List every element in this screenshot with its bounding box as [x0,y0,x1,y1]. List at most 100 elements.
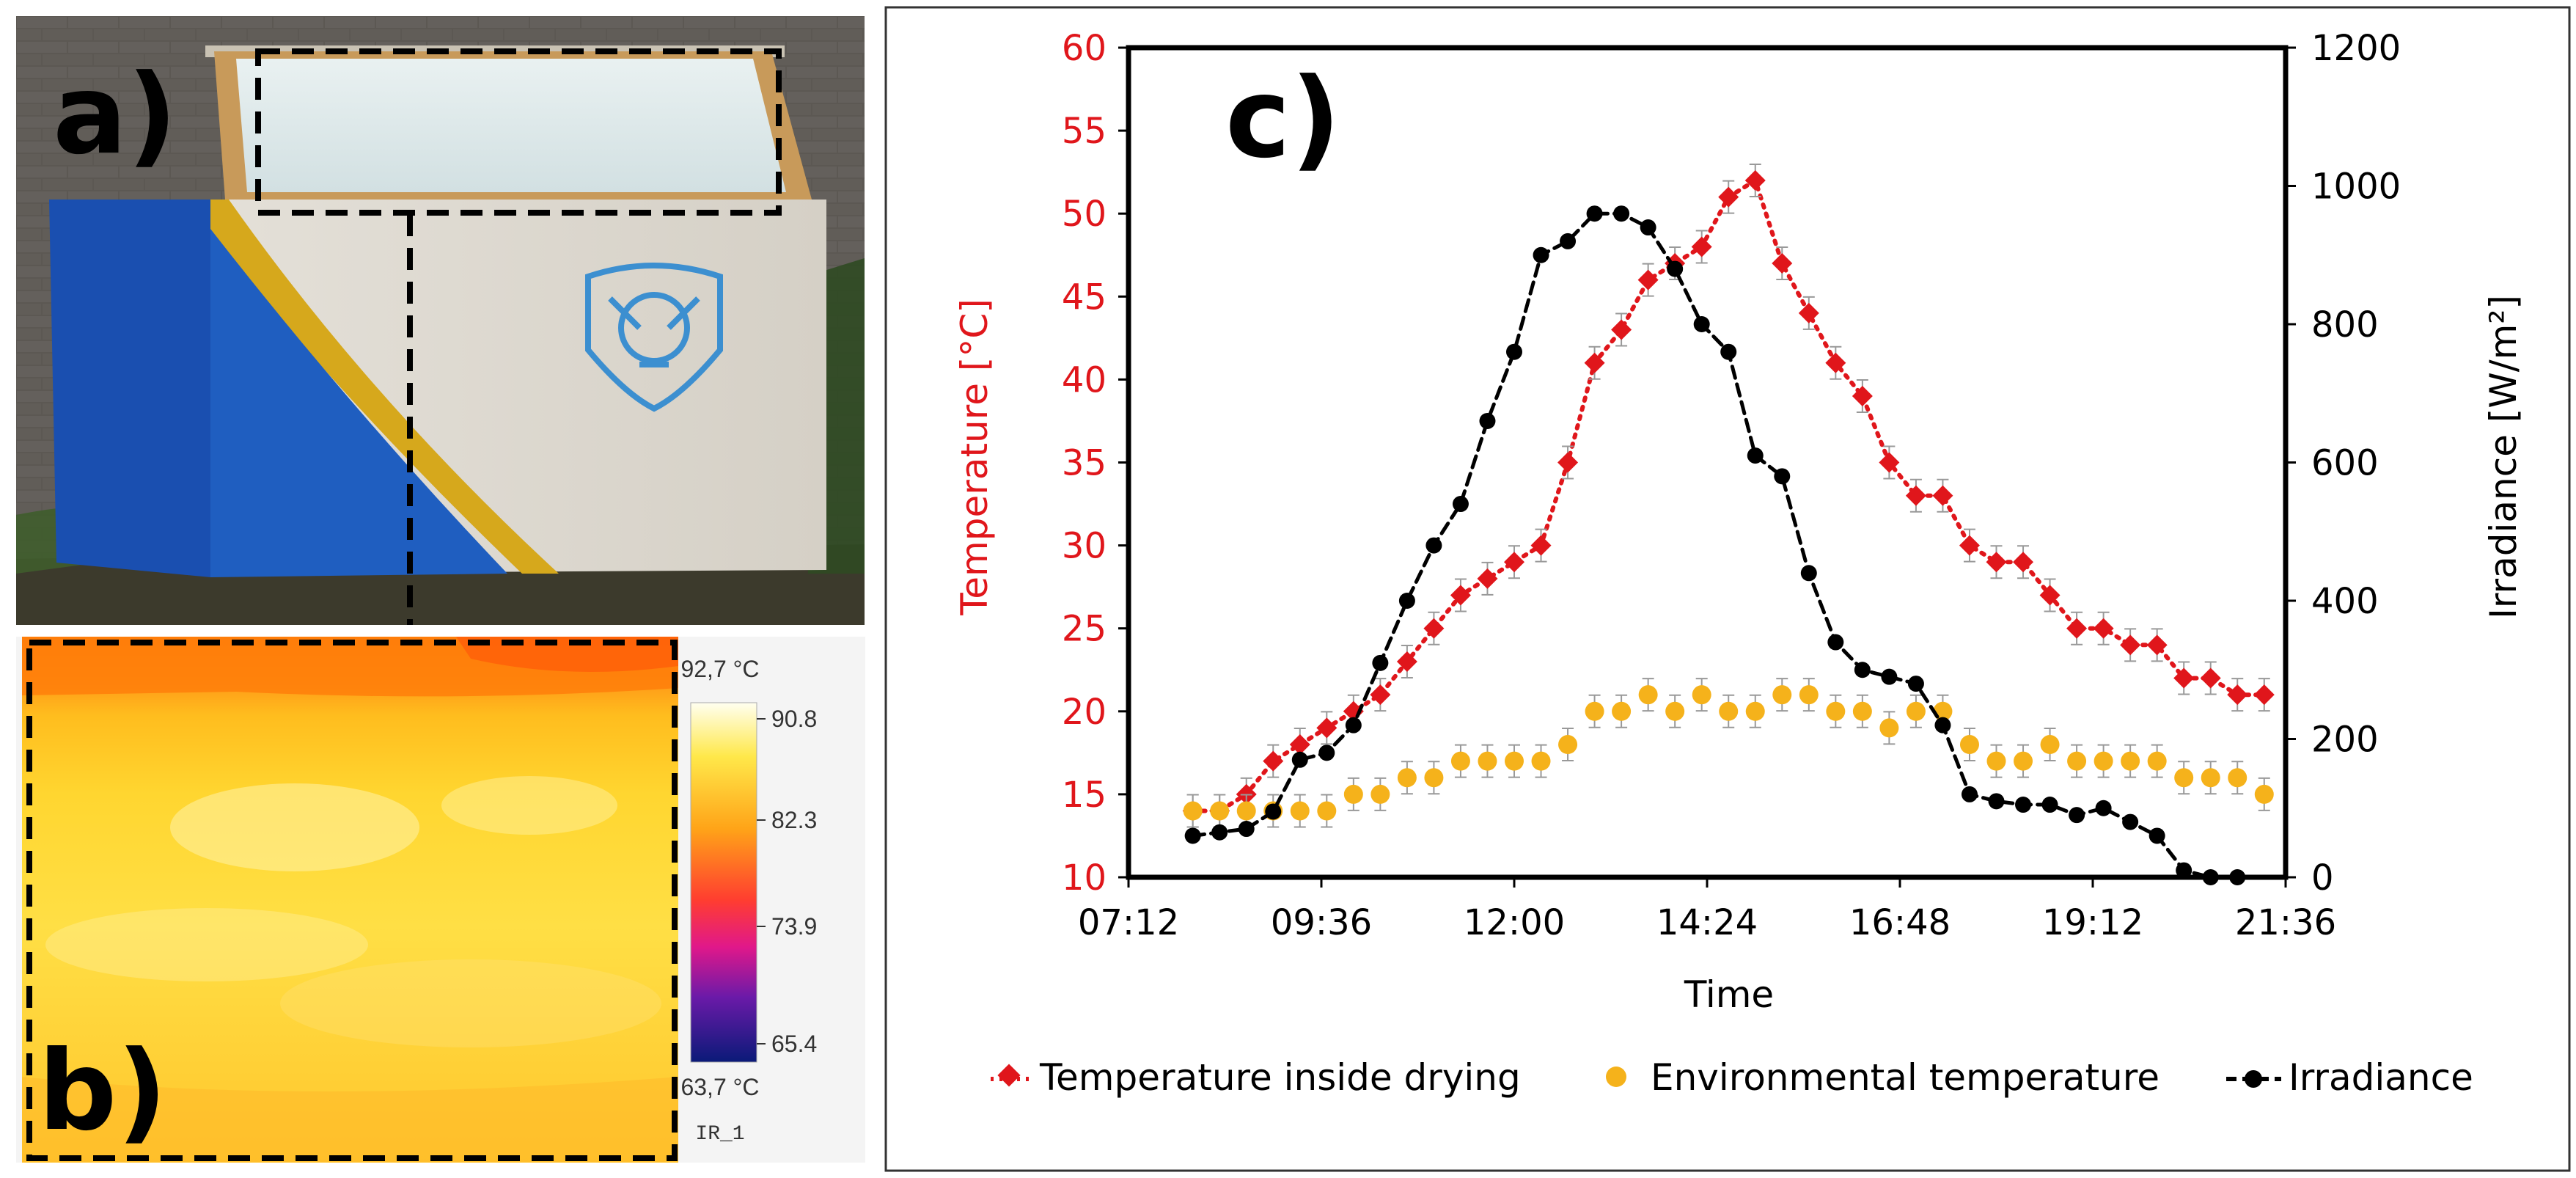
point-temperature-inside-drying [2146,634,2168,656]
x-tick-label: 14:24 [1656,902,1758,943]
point-temperature-inside-drying [1530,535,1552,556]
point-temperature-inside-drying [1772,253,1793,274]
point-irradiance [1907,676,1924,692]
point-environmental-temperature [1290,801,1310,821]
x-tick-label: 09:36 [1271,902,1372,943]
point-environmental-temperature [1558,735,1578,755]
point-temperature-inside-drying [1584,352,1605,373]
point-temperature-inside-drying [1423,618,1445,639]
panel-label-b: b) [38,1028,167,1155]
point-irradiance [1934,717,1951,733]
point-irradiance [1586,205,1603,222]
point-temperature-inside-drying [1986,552,2007,573]
point-irradiance [1533,246,1549,263]
point-temperature-inside-drying [2227,684,2248,706]
point-temperature-inside-drying [2120,634,2141,656]
point-irradiance [1506,343,1522,360]
thermal-image: 92,7 °C 90.8 82.3 73.9 65.4 63,7 °C IR_1 [16,637,865,1163]
point-temperature-inside-drying [1557,452,1579,473]
y2-tick-label: 1000 [2311,167,2401,208]
point-environmental-temperature [1638,685,1658,705]
point-temperature-inside-drying [1932,485,1953,506]
point-environmental-temperature [2228,768,2247,788]
point-irradiance [1720,343,1737,360]
point-irradiance [1693,316,1710,332]
point-temperature-inside-drying [1504,552,1524,573]
dryer-photo: a) [16,16,865,625]
y2-tick-label: 400 [2311,581,2379,622]
point-temperature-inside-drying [2173,667,2195,689]
point-temperature-inside-drying [2253,684,2275,706]
point-temperature-inside-drying [1263,750,1284,772]
point-temperature-inside-drying [2066,618,2088,639]
point-temperature-inside-drying [1477,568,1498,589]
point-irradiance [1425,537,1442,554]
point-irradiance [1854,662,1871,678]
thermal-image-panel: 92,7 °C 90.8 82.3 73.9 65.4 63,7 °C IR_1… [16,637,865,1163]
point-irradiance [1452,496,1469,513]
point-temperature-inside-drying [1450,585,1471,606]
point-irradiance [1560,233,1577,249]
chart-panel: 10 15 20 25 30 35 40 45 50 55 60 0 200 400 600 800 1000 1… [884,6,2571,1172]
scale-tick-3: 73.9 [771,913,817,940]
point-irradiance [2015,797,2032,813]
point-irradiance [1988,793,2005,810]
scale-tick-4: 65.4 [771,1031,817,1057]
point-temperature-inside-drying [1879,452,1900,473]
point-irradiance [2122,813,2139,830]
point-irradiance [1238,821,1255,838]
point-temperature-inside-drying [2013,552,2034,573]
point-irradiance [2069,807,2085,824]
point-irradiance [1318,745,1335,761]
point-environmental-temperature [1799,685,1819,705]
blue-panel-front [210,229,507,577]
y-tick-label: 45 [1062,277,1107,318]
chart: 1015202530354045505560020040060080010001… [884,6,2571,1172]
point-environmental-temperature [1986,751,2006,771]
point-environmental-temperature [2201,768,2220,788]
y-tick-label: 30 [1062,526,1107,567]
y-tick-label: 25 [1062,609,1107,650]
point-environmental-temperature [1424,768,1444,788]
color-scale-bar [690,702,757,1063]
point-environmental-temperature [2040,735,2060,755]
x-tick-label: 19:12 [2042,902,2143,943]
y-tick-label: 35 [1062,443,1107,484]
point-environmental-temperature [1478,751,1497,771]
y-tick-label: 60 [1062,28,1107,69]
point-environmental-temperature [1397,768,1417,788]
point-irradiance [1211,824,1228,841]
y-tick-label: 55 [1062,111,1107,152]
point-irradiance [2148,827,2165,844]
legend-marker-environmental [1606,1067,1626,1087]
point-environmental-temperature [1210,801,1230,821]
y-tick-label: 10 [1062,857,1107,899]
point-temperature-inside-drying [1289,734,1310,756]
point-temperature-inside-drying [1611,319,1632,340]
point-environmental-temperature [2174,768,2194,788]
y2-tick-label: 1200 [2311,28,2401,69]
panel-label-c: c) [1225,55,1340,183]
point-irradiance [1667,260,1684,277]
x-tick-label: 21:36 [2235,902,2336,943]
point-irradiance [1372,654,1389,671]
thermal-selection-box [26,640,678,1161]
point-irradiance [1961,786,1978,802]
y-tick-label: 40 [1062,359,1107,400]
x-tick-label: 16:48 [1849,902,1951,943]
scale-max-label: 92,7 °C [680,656,759,682]
point-environmental-temperature [1612,701,1632,721]
point-environmental-temperature [1745,701,1765,721]
point-temperature-inside-drying [1825,352,1846,373]
legend: Temperature inside drying Environmental … [991,1056,2473,1099]
point-environmental-temperature [1505,751,1524,771]
y2-axis-label: Irradiance [W/m²] [2482,295,2525,619]
point-irradiance [1747,447,1764,464]
x-axis-label: Time [1684,973,1774,1016]
point-temperature-inside-drying [1905,485,1926,506]
point-environmental-temperature [1665,701,1685,721]
blue-panel-side [49,200,210,577]
point-environmental-temperature [1692,685,1711,705]
point-irradiance [1800,565,1817,582]
legend-marker-irradiance [2245,1070,2262,1088]
